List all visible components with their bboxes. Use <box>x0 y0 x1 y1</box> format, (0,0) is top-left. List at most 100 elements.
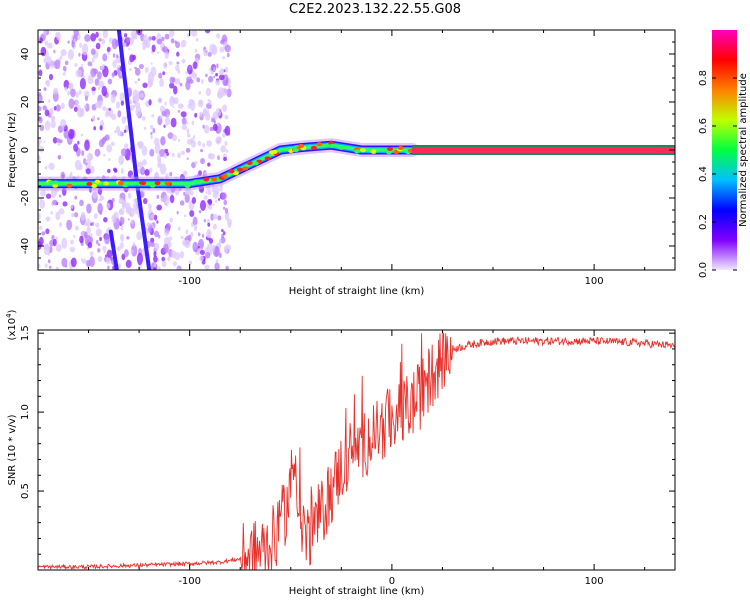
noise-speckle <box>80 211 86 221</box>
noise-speckle <box>43 244 50 250</box>
noise-speckle <box>110 93 116 104</box>
noise-speckle <box>92 188 98 199</box>
noise-speckle <box>217 215 222 221</box>
noise-speckle <box>73 234 76 239</box>
noise-speckle <box>130 30 137 39</box>
track-blob <box>91 183 98 188</box>
track-blob <box>52 183 59 188</box>
noise-speckle <box>131 244 138 257</box>
track-blob <box>252 161 259 166</box>
noise-speckle <box>185 71 188 74</box>
colorbar-tick-label: 0.6 <box>698 118 709 134</box>
colorbar-tick-label: 0.0 <box>698 262 709 278</box>
noise-speckle <box>208 238 214 244</box>
noise-speckle <box>207 162 211 167</box>
noise-speckle <box>97 248 101 253</box>
noise-speckle <box>212 214 218 220</box>
noise-speckle <box>205 73 208 78</box>
noise-speckle <box>64 60 69 66</box>
noise-speckle <box>42 105 47 111</box>
noise-speckle <box>223 199 228 206</box>
noise-speckle <box>215 72 219 77</box>
colorbar-gradient <box>712 30 737 270</box>
colorbar-title: Normalized spectral amplitude <box>738 73 749 227</box>
noise-speckle <box>61 126 65 131</box>
noise-speckle <box>38 236 44 246</box>
noise-speckle <box>175 41 181 49</box>
interference-streak <box>116 30 140 186</box>
snr-frame <box>37 329 676 571</box>
y-tick-label: -20 <box>20 190 31 206</box>
noise-speckle <box>224 140 228 147</box>
noise-speckle <box>69 246 76 253</box>
noise-speckle <box>151 113 155 118</box>
noise-speckle <box>73 106 78 113</box>
track-blob <box>387 146 394 151</box>
noise-speckle <box>110 141 115 147</box>
noise-speckle <box>74 225 79 231</box>
noise-speckle <box>95 222 100 228</box>
noise-speckle <box>185 80 191 91</box>
noise-speckle <box>48 99 51 103</box>
noise-speckle <box>212 223 217 230</box>
noise-speckle <box>193 135 196 139</box>
noise-speckle <box>79 199 84 207</box>
noise-speckle <box>170 38 175 44</box>
noise-speckle <box>58 208 65 215</box>
track-blob <box>228 169 235 174</box>
interference-streak <box>108 229 119 270</box>
noise-speckle <box>123 33 128 38</box>
noise-speckle <box>214 262 220 270</box>
noise-speckle <box>221 192 227 200</box>
noise-speckle <box>219 68 225 76</box>
noise-speckle <box>103 153 106 157</box>
noise-speckle <box>112 59 117 68</box>
noise-speckle <box>181 44 184 48</box>
noise-speckle <box>122 202 127 208</box>
noise-speckle <box>208 204 213 210</box>
noise-speckle <box>117 110 122 118</box>
noise-speckle <box>190 231 194 237</box>
track-blob <box>338 145 345 150</box>
noise-speckle <box>98 38 102 42</box>
noise-speckle <box>91 86 96 92</box>
noise-speckle <box>198 90 202 95</box>
noise-speckle <box>106 46 111 53</box>
noise-speckle <box>47 259 51 264</box>
noise-speckle <box>119 209 123 214</box>
noise-speckle <box>214 185 220 195</box>
noise-speckle <box>123 249 129 258</box>
noise-speckle <box>161 256 166 262</box>
noise-speckle <box>174 78 181 85</box>
noise-speckle <box>156 38 163 45</box>
track-blob <box>310 145 317 150</box>
noise-speckle <box>153 214 158 221</box>
constant-line-core <box>412 147 675 153</box>
noise-speckle <box>151 35 156 41</box>
noise-speckle <box>164 33 170 40</box>
noise-speckle <box>208 199 213 206</box>
noise-speckle <box>151 44 156 53</box>
noise-speckle <box>59 222 63 228</box>
noise-speckle <box>169 171 173 177</box>
noise-speckle <box>140 166 145 176</box>
noise-speckle <box>222 56 226 60</box>
noise-speckle <box>43 30 47 36</box>
noise-speckle <box>90 48 96 55</box>
noise-speckle <box>226 52 230 58</box>
noise-speckle <box>169 30 175 38</box>
noise-speckle <box>189 210 195 217</box>
noise-speckle <box>157 159 162 166</box>
noise-speckle <box>217 136 222 143</box>
noise-speckle <box>120 148 128 157</box>
noise-speckle <box>89 236 94 244</box>
noise-speckle <box>80 257 83 262</box>
noise-speckle <box>141 159 147 166</box>
noise-speckle <box>162 71 166 76</box>
interference-streak <box>135 181 152 270</box>
noise-speckle <box>71 213 75 218</box>
noise-speckle <box>119 92 125 103</box>
track-blob <box>86 181 93 186</box>
noise-speckle <box>142 45 146 51</box>
track-blob <box>385 150 392 155</box>
